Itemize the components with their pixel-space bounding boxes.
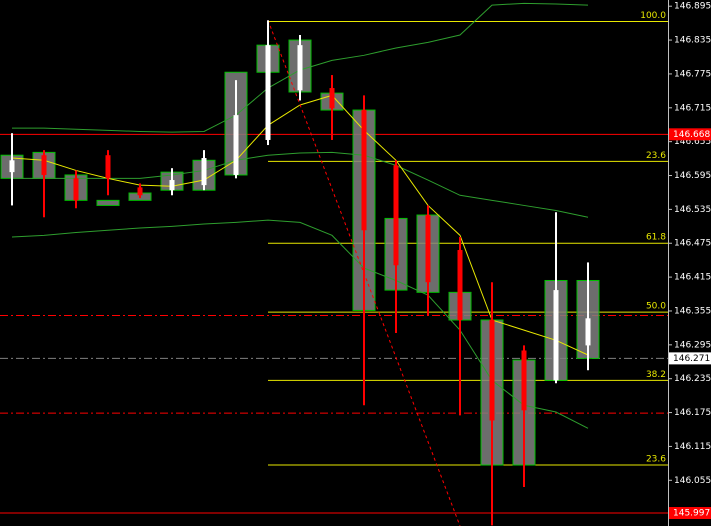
y-tick-label: 146.475 [674,239,711,249]
price-label: 146.271 [673,354,710,364]
candle-body [265,45,271,140]
candle-body [233,115,239,175]
price-label-bg [669,352,711,365]
candle-body [169,180,175,191]
candle-body [489,320,495,421]
y-tick-label: 146.355 [674,306,711,316]
candle-body [361,110,367,231]
fib-label: 100.0 [640,11,666,21]
candle-body [9,160,15,173]
y-tick-label: 146.415 [674,273,711,283]
candle-body [297,45,303,91]
candle-body [425,215,431,283]
y-tick-label: 146.595 [674,171,711,181]
price-label: 145.997 [673,509,710,519]
indicator-line [12,151,589,218]
candle-body [329,88,335,109]
price-label: 146.668 [673,130,710,140]
y-tick-label: 146.295 [674,340,711,350]
candle-body [201,158,207,186]
fib-label: 23.6 [646,151,666,161]
fib-label: 38.2 [646,370,666,380]
candle-body [137,187,143,196]
fib-label: 23.6 [646,455,666,465]
candle-body [521,350,527,411]
y-tick-label: 146.055 [674,476,711,486]
y-tick-label: 146.895 [674,2,711,12]
y-tick-label: 146.715 [674,103,711,113]
y-tick-label: 146.175 [674,408,711,418]
candle-body [393,165,399,266]
fib-label: 61.8 [646,233,666,243]
candle-body [585,318,591,346]
candle-body [41,155,47,175]
box [96,199,120,206]
price-label-bg [669,128,711,141]
y-tick-label: 146.775 [674,69,711,79]
y-tick-label: 146.535 [674,205,711,215]
price-label-bg [669,507,711,520]
y-tick-label: 146.115 [674,442,711,452]
candle-body [105,155,111,179]
y-tick-label: 146.235 [674,374,711,384]
y-tick-label: 146.835 [674,36,711,46]
candle-body [457,250,463,321]
candle-body [73,178,79,201]
y-tick-label: 146.655 [674,137,711,147]
fib-label: 50.0 [646,302,666,312]
candle-body [553,290,559,381]
